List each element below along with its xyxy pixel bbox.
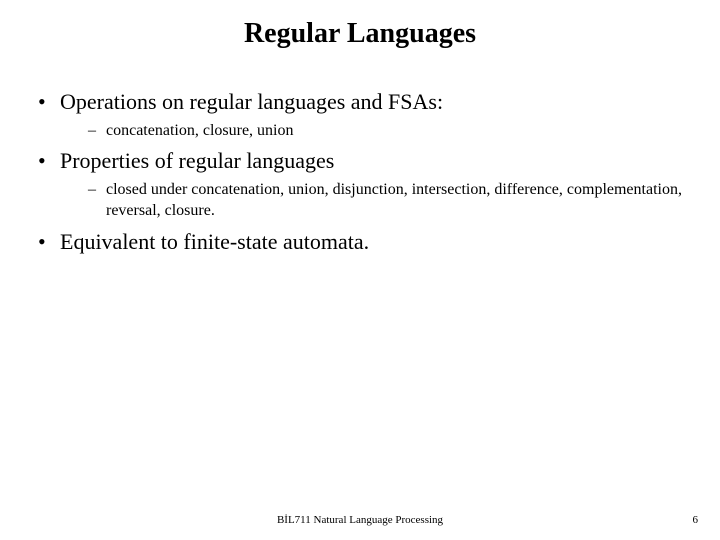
bullet-text: Operations on regular languages and FSAs… — [60, 89, 443, 114]
sub-item: concatenation, closure, union — [88, 120, 692, 142]
sub-list: closed under concatenation, union, disju… — [60, 179, 692, 222]
slide-title: Regular Languages — [28, 18, 692, 50]
bullet-text: Equivalent to finite-state automata. — [60, 229, 369, 254]
bullet-item: Equivalent to finite-state automata. — [38, 228, 692, 256]
page-number: 6 — [693, 514, 699, 526]
bullet-list: Operations on regular languages and FSAs… — [28, 88, 692, 255]
bullet-text: Properties of regular languages — [60, 148, 334, 173]
bullet-item: Operations on regular languages and FSAs… — [38, 88, 692, 141]
slide: Regular Languages Operations on regular … — [0, 0, 720, 540]
sub-list: concatenation, closure, union — [60, 120, 692, 142]
sub-item: closed under concatenation, union, disju… — [88, 179, 692, 222]
bullet-item: Properties of regular languages closed u… — [38, 147, 692, 222]
footer-course: BİL711 Natural Language Processing — [0, 514, 720, 526]
